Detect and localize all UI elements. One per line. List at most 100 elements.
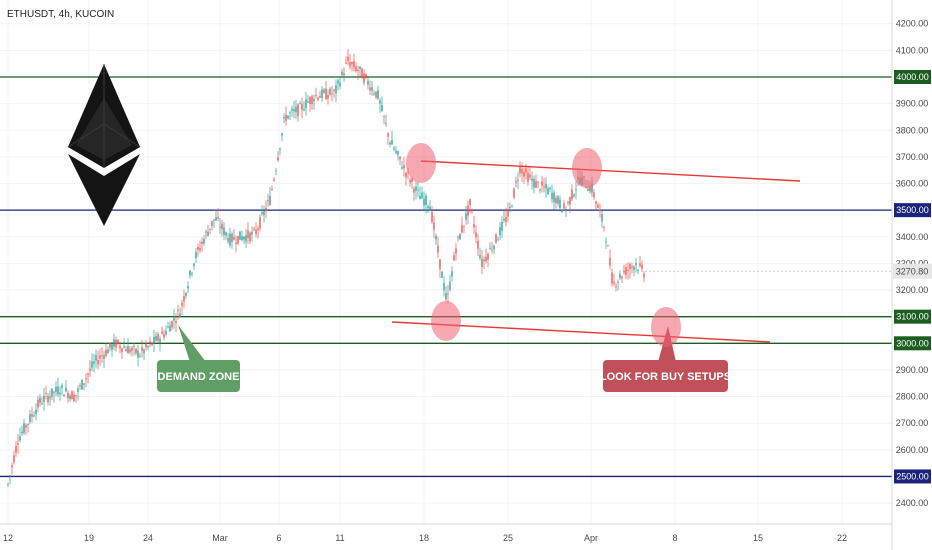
- highlight-circle: [431, 301, 461, 341]
- candle-body: [87, 373, 89, 375]
- candle-body: [449, 281, 451, 290]
- candle-body: [345, 62, 347, 64]
- time-axis[interactable]: 12 19 24 Mar 6 11 18 25 Apr 8 15 22: [3, 533, 847, 543]
- candle-body: [145, 343, 147, 348]
- candle-body: [359, 66, 361, 69]
- candle-body: [131, 347, 133, 351]
- candle-body: [139, 355, 141, 357]
- candle-body: [589, 186, 591, 192]
- candle-body: [571, 189, 573, 200]
- candle-body: [45, 392, 47, 394]
- candle-body: [553, 192, 555, 203]
- candle-body: [179, 313, 181, 318]
- candle-body: [471, 209, 473, 212]
- candle-body: [333, 89, 335, 91]
- candle-body: [291, 108, 293, 111]
- highlight-circle: [651, 307, 681, 347]
- candle-body: [177, 310, 179, 312]
- candle-body: [49, 396, 51, 399]
- x-tick-label: 15: [753, 533, 763, 543]
- candle-body: [391, 139, 393, 145]
- candle-body: [257, 228, 259, 231]
- candle-body: [99, 355, 101, 359]
- candle-body: [243, 236, 245, 240]
- candle-body: [215, 217, 217, 221]
- candle-body: [395, 150, 397, 153]
- candle-body: [385, 123, 387, 125]
- candle-body: [525, 168, 527, 173]
- candle-body: [163, 333, 165, 338]
- candle-body: [135, 348, 137, 354]
- candle-body: [253, 228, 255, 230]
- y-tick-label: 4200.00: [896, 19, 929, 29]
- candle-body: [357, 70, 359, 72]
- candle-body: [103, 355, 105, 359]
- candle-body: [311, 96, 313, 105]
- candle-body: [619, 274, 621, 278]
- candle-body: [9, 475, 11, 477]
- candle-body: [443, 282, 445, 291]
- candle-body: [15, 446, 17, 453]
- candle-body: [79, 385, 81, 387]
- y-tick-label: 3400.00: [896, 232, 929, 242]
- candle-body: [81, 379, 83, 390]
- candle-body: [259, 217, 261, 229]
- candle-body: [295, 106, 297, 113]
- candle-body: [255, 229, 257, 235]
- candle-body: [321, 89, 323, 98]
- resistance-trendline: [420, 160, 801, 182]
- candle-body: [169, 325, 171, 332]
- y-tick-label: 3700.00: [896, 152, 929, 162]
- candle-body: [543, 186, 545, 188]
- candle-body: [151, 342, 153, 346]
- candle-body: [401, 167, 403, 169]
- x-tick-label: 18: [419, 533, 429, 543]
- candle-body: [365, 74, 367, 77]
- candle-body: [115, 339, 117, 348]
- candle-body: [11, 465, 13, 468]
- candle-body: [623, 270, 625, 273]
- candle-body: [305, 99, 307, 109]
- candle-body: [21, 431, 23, 434]
- level-label-box: [894, 336, 931, 351]
- candle-body: [235, 242, 237, 245]
- candle-body: [593, 192, 595, 198]
- candle-body: [121, 348, 123, 352]
- price-axis[interactable]: 4200.00 4100.00 3900.00 3800.00 3700.00 3600.…: [896, 19, 929, 508]
- candle-body: [283, 117, 285, 119]
- candle-body: [517, 179, 519, 181]
- candle-body: [617, 281, 619, 283]
- candle-body: [473, 224, 475, 228]
- candle-body: [547, 188, 549, 195]
- candle-body: [247, 230, 249, 238]
- candle-body: [227, 238, 229, 242]
- buy-setups-annotation: LOOK FOR BUY SETUPS: [600, 326, 731, 392]
- candle-body: [377, 90, 379, 99]
- candle-body: [337, 80, 339, 84]
- candle-body: [605, 241, 607, 243]
- candle-body: [499, 227, 501, 236]
- candle-body: [529, 174, 531, 178]
- x-tick-label: 11: [335, 533, 344, 543]
- candle-body: [371, 87, 373, 91]
- candle-body: [217, 216, 219, 219]
- candle-body: [265, 207, 267, 212]
- candle-body: [389, 142, 391, 145]
- candle-body: [41, 403, 43, 405]
- candle-body: [297, 104, 299, 116]
- candle-body: [225, 232, 227, 236]
- candle-body: [587, 188, 589, 191]
- candle-body: [273, 179, 275, 181]
- highlight-circle: [406, 143, 436, 183]
- candle-body: [237, 235, 239, 244]
- candle-body: [293, 109, 295, 112]
- candle-body: [209, 228, 211, 231]
- candle-body: [211, 221, 213, 226]
- level-label-box: [894, 469, 931, 484]
- candle-body: [269, 196, 271, 205]
- candle-body: [119, 345, 121, 349]
- candle-body: [275, 170, 277, 172]
- y-tick-label: 2400.00: [896, 498, 929, 508]
- candle-body: [487, 253, 489, 260]
